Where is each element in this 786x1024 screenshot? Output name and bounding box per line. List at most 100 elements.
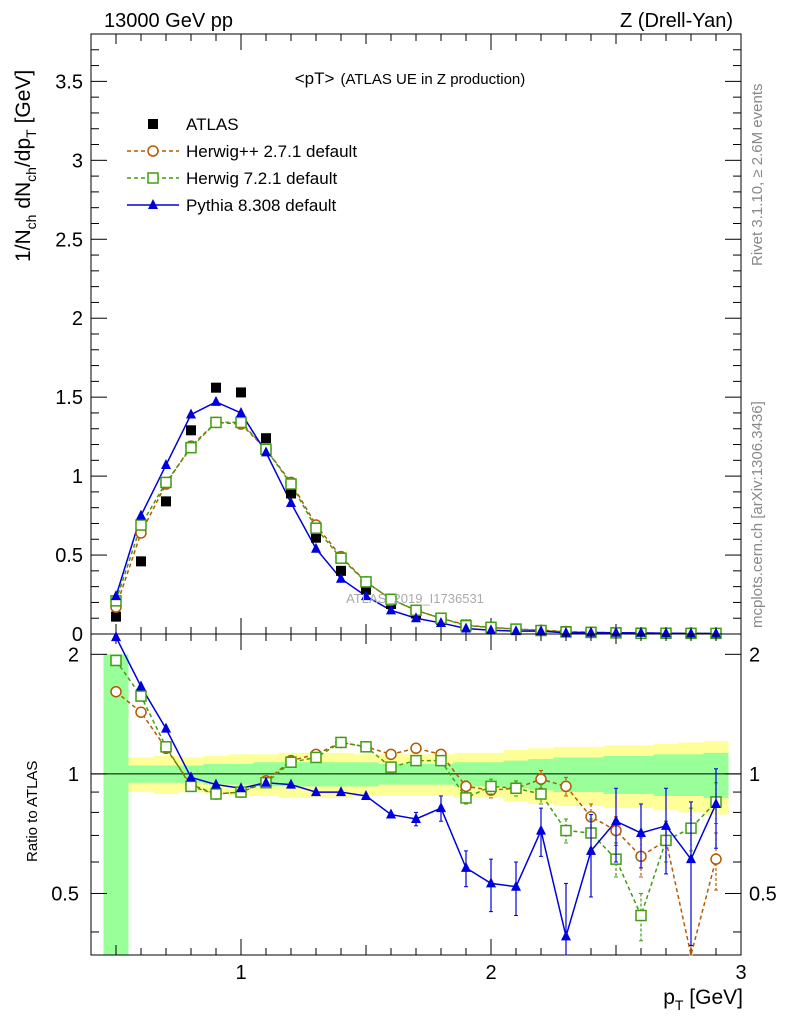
- ratio-series-2-point: [311, 786, 321, 797]
- ratio-series-2-point: [136, 680, 146, 691]
- ratio-series-2-point: [511, 880, 521, 891]
- ylabel-part-6: [GeV]: [12, 70, 35, 130]
- y-tick-label: 0: [72, 624, 83, 646]
- y-tick-label: 3: [72, 150, 83, 172]
- series-0-point: [236, 387, 246, 398]
- series-2-point: [235, 416, 247, 429]
- ratio-series-1-point: [460, 792, 472, 804]
- ylabel-part-4: /dp: [12, 138, 35, 167]
- ratio-y-tick-label-left: 0.5: [51, 883, 79, 905]
- ratio-series-2-point: [661, 819, 671, 830]
- legend-marker: [147, 172, 159, 184]
- series-0-point: [211, 382, 221, 393]
- series-3-point: [686, 627, 696, 638]
- x-axis-label: pT [GeV]: [663, 986, 743, 1013]
- ratio-series-0-point: [385, 748, 397, 761]
- ratio-series-2-point: [261, 776, 271, 787]
- ratio-series-1-point: [410, 754, 422, 767]
- ylabel-part-3: ch: [23, 167, 39, 182]
- ratio-series-1-point: [385, 761, 397, 773]
- side-label-lower: mcplots.cern.ch [arXiv:1306.3436]: [749, 401, 766, 628]
- x-tick-label: 2: [485, 962, 496, 984]
- ratio-series-1-point: [560, 824, 572, 837]
- ratio-series-2-point: [686, 853, 696, 864]
- ratio-series-1-point: [135, 690, 147, 702]
- ratio-series-2-point: [436, 802, 446, 813]
- ratio-y-tick-label-left: 2: [68, 644, 79, 666]
- ratio-series-2-point: [586, 844, 596, 855]
- series-3-point: [311, 542, 321, 553]
- stat-uncertainty-band: [603, 755, 629, 794]
- ratio-series-2-point: [636, 826, 646, 837]
- series-2-point: [310, 522, 322, 534]
- ratio-series-2-point: [386, 808, 396, 819]
- side-label-upper: Rivet 3.1.10, ≥ 2.6M events: [749, 84, 766, 267]
- ratio-series-0-point: [710, 853, 722, 865]
- ratio-y-tick-label-right: 0.5: [749, 883, 777, 905]
- ratio-series-2-point: [561, 930, 571, 941]
- series-0-point: [261, 433, 271, 444]
- series-3-point: [336, 572, 346, 583]
- series-2-point: [135, 519, 147, 531]
- ratio-series-2-point: [111, 631, 121, 642]
- ratio-series-2-point: [711, 797, 721, 808]
- ylabel-part-1: ch: [23, 215, 39, 230]
- stat-uncertainty-band: [678, 754, 704, 796]
- series-0-point: [161, 496, 171, 507]
- legend-label: Herwig 7.2.1 default: [186, 169, 337, 188]
- series-0-point: [361, 584, 371, 595]
- ratio-series-1-point: [210, 788, 222, 800]
- series-3-point: [236, 406, 246, 417]
- ratio-y-tick-label-left: 1: [68, 764, 79, 786]
- y-tick-label: 1: [72, 466, 83, 488]
- y-tick-label: 2.5: [55, 229, 83, 251]
- xlabel-part-1: T: [675, 997, 684, 1013]
- legend: ATLAS Herwig++ 2.7.1 default Herwig 7.2.1 …: [127, 115, 357, 215]
- ratio-y-tick-label-right: 1: [749, 764, 760, 786]
- y-tick-label: 0.5: [55, 545, 83, 567]
- ratio-series-1-point: [185, 780, 197, 793]
- legend-marker: [148, 199, 158, 209]
- series-3-point: [361, 590, 371, 601]
- series-0-point: [311, 532, 321, 543]
- ratio-series-0-point: [135, 706, 147, 718]
- ratio-series-2-point: [361, 789, 371, 800]
- ratio-series-1-point: [510, 782, 522, 795]
- stat-uncertainty-band: [628, 755, 654, 794]
- main-title-text: <pT>: [295, 69, 335, 88]
- series-2-point: [385, 593, 397, 606]
- xlabel-part-0: p: [663, 986, 675, 1009]
- series-3-point: [711, 627, 721, 638]
- series-2-point: [360, 576, 372, 588]
- ratio-series-2-point: [286, 778, 296, 789]
- stat-uncertainty-band: [578, 757, 604, 793]
- series-3-point: [511, 625, 521, 636]
- upper-y-axis-label: 1/Nch dNch/dpT [GeV]: [12, 70, 39, 262]
- series-3-point: [486, 624, 496, 635]
- ratio-series-1-point: [360, 741, 372, 753]
- ratio-y-tick-label-right: 2: [749, 644, 760, 666]
- ratio-series-0-point: [460, 780, 472, 793]
- header-left-label: 13000 GeV pp: [104, 10, 233, 32]
- series-2-point: [210, 416, 222, 429]
- ratio-series-1-point: [535, 788, 547, 800]
- series-3-point: [186, 408, 196, 419]
- ratio-series-0-point: [110, 685, 122, 698]
- ratio-series-2-point: [611, 815, 621, 826]
- legend-label: Herwig++ 2.7.1 default: [186, 142, 357, 161]
- ratio-series-1-point: [160, 741, 172, 753]
- series-3-point: [286, 496, 296, 507]
- legend-label: Pythia 8.308 default: [186, 196, 337, 215]
- x-tick-label: 1: [235, 962, 246, 984]
- series-3-point: [436, 616, 446, 627]
- ratio-series-2-point: [461, 861, 471, 872]
- series-0-point: [336, 565, 346, 576]
- legend-label: ATLAS: [186, 115, 239, 134]
- ylabel-part-5: T: [23, 129, 39, 138]
- main-title: <pT> (ATLAS UE in Z production): [295, 69, 526, 88]
- series-3-point: [461, 622, 471, 633]
- ratio-series-2-point: [211, 778, 221, 789]
- x-tick-label: 3: [735, 962, 746, 984]
- ratio-series-2-point: [236, 782, 246, 793]
- ratio-series-0-point: [560, 780, 572, 793]
